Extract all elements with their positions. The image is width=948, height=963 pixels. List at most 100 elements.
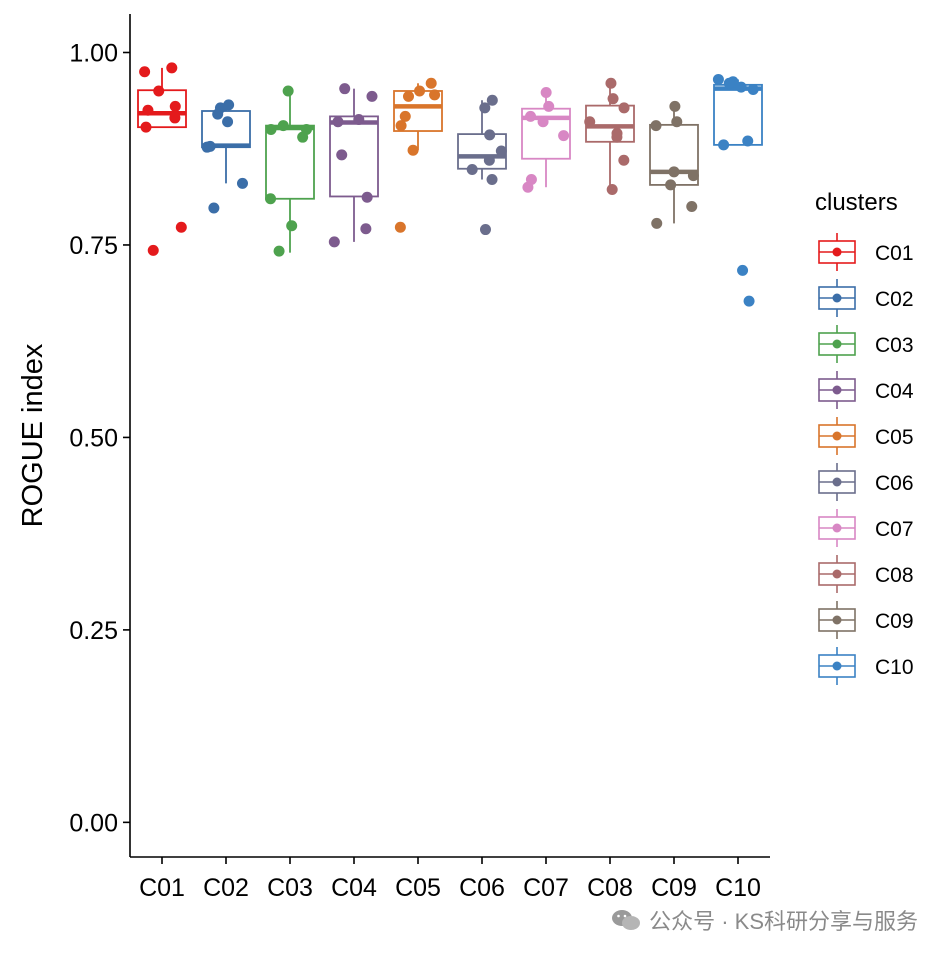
data-point [495, 145, 507, 157]
legend-item-c06: C06 [818, 463, 914, 501]
data-point [650, 120, 662, 132]
data-point [747, 83, 759, 95]
data-point [277, 120, 289, 132]
legend-label: C02 [875, 288, 914, 311]
data-point [429, 89, 441, 101]
box-group-c01 [137, 62, 187, 256]
x-tick-label: C04 [331, 874, 377, 902]
data-point [525, 110, 537, 122]
data-point [153, 85, 165, 97]
data-point [671, 116, 683, 128]
y-axis-title: ROGUE index [17, 343, 49, 527]
legend-key-point [832, 523, 842, 533]
legend-label: C08 [875, 564, 914, 587]
data-point [265, 193, 277, 205]
data-point [466, 164, 478, 176]
data-point [403, 90, 415, 102]
legend-label: C09 [875, 610, 914, 633]
data-point [142, 104, 154, 116]
legend-item-c09: C09 [818, 601, 914, 639]
legend-label: C07 [875, 518, 914, 541]
legend-key-point [832, 477, 842, 487]
data-point [618, 154, 630, 166]
data-point [712, 73, 724, 85]
data-point [222, 116, 234, 128]
data-point [483, 154, 495, 166]
legend-label: C03 [875, 334, 914, 357]
data-point [723, 77, 735, 89]
data-point [686, 200, 698, 212]
data-point [332, 116, 344, 128]
data-point [737, 264, 749, 276]
data-point [139, 66, 151, 78]
data-point [558, 130, 570, 142]
box [265, 124, 315, 200]
data-point [236, 177, 248, 189]
legend-label: C01 [875, 242, 914, 265]
data-point [665, 179, 677, 191]
legend-item-c07: C07 [818, 509, 914, 547]
data-point [484, 129, 496, 141]
data-point [486, 174, 498, 186]
data-point [208, 202, 220, 214]
x-tick-label: C01 [139, 874, 185, 902]
legend-key-point [832, 339, 842, 349]
data-point [479, 102, 491, 114]
data-point [611, 131, 623, 143]
x-tick-label: C10 [715, 874, 761, 902]
data-point [395, 120, 407, 132]
data-point [543, 100, 555, 112]
x-tick-label: C03 [267, 874, 313, 902]
box-group-c05 [393, 77, 443, 233]
data-point [328, 236, 340, 248]
legend-item-c10: C10 [818, 647, 914, 685]
data-point [606, 184, 618, 196]
x-tick-label: C05 [395, 874, 441, 902]
legend-item-c01: C01 [818, 233, 914, 271]
watermark-text: 公众号 · KS科研分享与服务 [649, 909, 918, 934]
legend-key-point [832, 247, 842, 257]
legend-item-c08: C08 [818, 555, 914, 593]
legend-title: clusters [815, 189, 898, 216]
legend-item-c05: C05 [818, 417, 914, 455]
data-point [336, 149, 348, 161]
data-point [742, 135, 754, 147]
x-tick-label: C09 [651, 874, 697, 902]
legend-key-point [832, 615, 842, 625]
data-point [605, 77, 617, 89]
x-tick-label: C07 [523, 874, 569, 902]
data-point [175, 221, 187, 233]
data-point [147, 244, 159, 256]
data-point [361, 191, 373, 203]
data-point [282, 85, 294, 97]
data-point [353, 113, 365, 125]
y-tick-label: 0.75 [69, 232, 118, 260]
data-point [669, 100, 681, 112]
data-point [140, 121, 152, 133]
data-point [273, 245, 285, 257]
data-point [618, 102, 630, 114]
x-tick-label: C02 [203, 874, 249, 902]
legend-item-c02: C02 [818, 279, 914, 317]
data-point [607, 93, 619, 105]
data-point [735, 81, 747, 93]
box-group-c07 [521, 87, 571, 193]
data-point [407, 144, 419, 156]
data-point [425, 77, 437, 89]
data-point [651, 217, 663, 229]
data-point [522, 181, 534, 193]
data-point [399, 110, 411, 122]
legend-key-point [832, 431, 842, 441]
legend-item-c04: C04 [818, 371, 914, 409]
data-point [687, 170, 699, 182]
data-point [540, 87, 552, 99]
box-group-c06 [457, 94, 507, 236]
data-point [414, 85, 426, 97]
y-tick-label: 1.00 [69, 39, 118, 67]
data-point [537, 116, 549, 128]
data-point [286, 220, 298, 232]
data-point [339, 83, 351, 95]
data-point [169, 112, 181, 124]
